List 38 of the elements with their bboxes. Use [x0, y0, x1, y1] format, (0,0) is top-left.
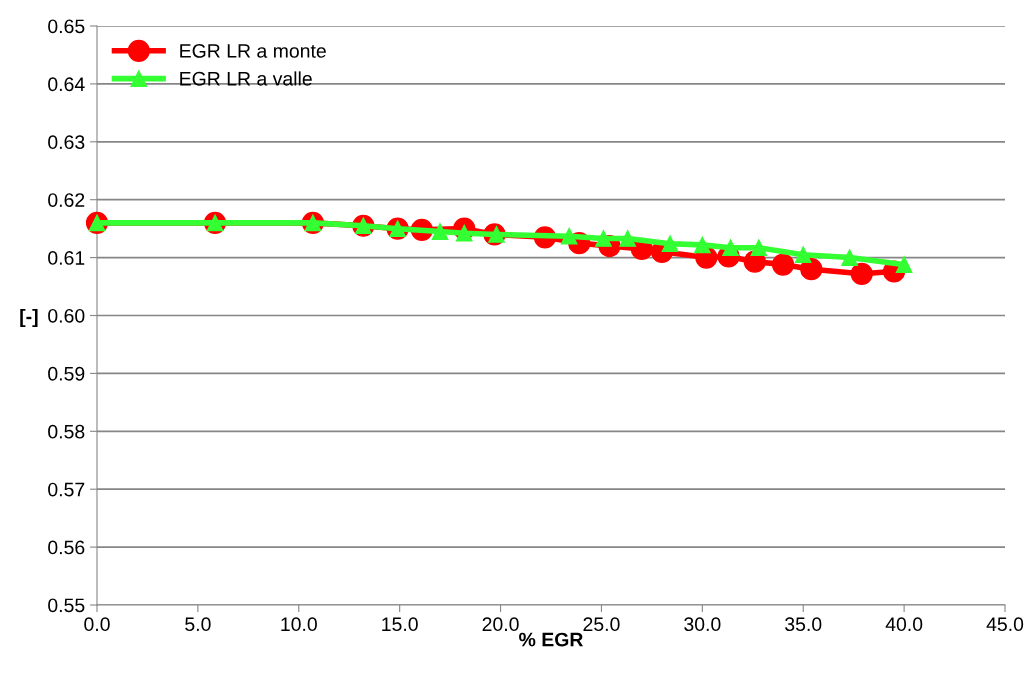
y-tick-label: 0.56	[48, 540, 85, 555]
y-tick-label: 0.61	[48, 251, 85, 265]
x-tick-label: 15.0	[382, 617, 418, 632]
x-tick-label: 35.0	[785, 617, 822, 632]
x-tick-label: 30.0	[684, 617, 721, 632]
x-tick-label: 25.0	[583, 617, 620, 632]
legend-label: EGR LR a valle	[180, 71, 312, 86]
y-tick-label: 0.59	[48, 366, 85, 381]
point	[560, 227, 578, 245]
y-tick-label: 0.62	[48, 193, 85, 207]
point	[750, 239, 768, 257]
point	[693, 236, 711, 254]
x-tick-label: 20.0	[482, 617, 519, 632]
x-tick-label: 10.0	[281, 617, 317, 632]
point	[771, 253, 795, 276]
x-tick-label: 5.0	[185, 617, 211, 632]
point	[895, 256, 913, 273]
y-tick-label: 0.64	[48, 77, 85, 92]
y-tick-label: 0.63	[48, 135, 85, 150]
y-axis-title: [-]	[20, 308, 38, 328]
point	[431, 223, 449, 240]
x-axis-title: % EGR	[519, 632, 584, 647]
point	[661, 235, 679, 253]
y-tick-label: 0.60	[48, 308, 85, 323]
point	[850, 262, 873, 285]
point	[619, 230, 637, 247]
point	[800, 258, 823, 281]
x-tick-label: 45.0	[986, 617, 1024, 632]
x-tick-label: 40.0	[885, 617, 923, 632]
y-tick-label: 0.55	[48, 598, 85, 613]
point	[841, 249, 858, 266]
y-tick-label: 0.57	[48, 482, 85, 497]
point	[722, 239, 739, 257]
legend-label: EGR LR a monte	[180, 44, 326, 58]
x-tick-label: 0.0	[84, 617, 110, 632]
y-tick-label: 0.58	[48, 424, 85, 439]
y-tick-label: 0.65	[48, 19, 85, 34]
point	[794, 246, 812, 264]
